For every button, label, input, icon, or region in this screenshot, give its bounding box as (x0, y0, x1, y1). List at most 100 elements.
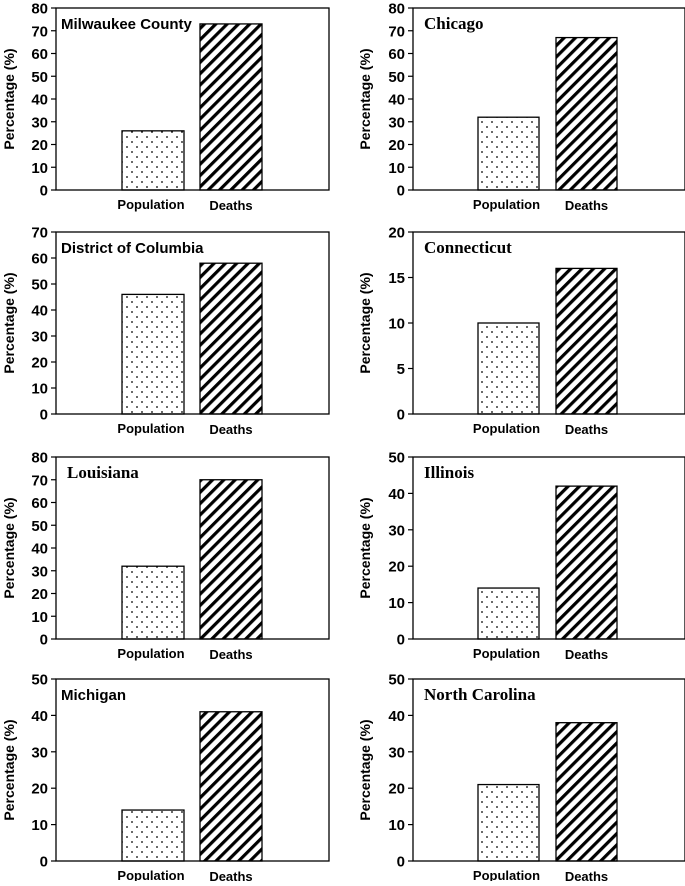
chart-3-plot-frame (55, 231, 330, 415)
chart-6-ytick-label: 0 (397, 632, 405, 649)
chart-4-ytick-label: 0 (397, 407, 405, 424)
chart-3-ytick-label: 30 (31, 329, 48, 346)
chart-4-bar-population (477, 322, 540, 415)
chart-4-plot-frame (412, 231, 685, 415)
chart-1-xlabel-population: Population (117, 197, 184, 212)
chart-2-ytick-label: 60 (388, 46, 405, 63)
chart-7-plot-frame (55, 678, 330, 862)
chart-8-ytick-label: 50 (388, 672, 405, 689)
chart-3-ytick-label: 10 (31, 381, 48, 398)
chart-6-ytick-label: 20 (388, 559, 405, 576)
chart-6-ytick-label: 40 (388, 486, 405, 503)
chart-8-plot-frame (412, 678, 685, 862)
chart-1-ytick-label: 0 (40, 183, 48, 200)
chart-6-ylabel: Percentage (%) (357, 497, 373, 598)
chart-6-title: Illinois (424, 463, 474, 482)
chart-4-title: Connecticut (424, 238, 512, 257)
chart-3-xlabel-deaths: Deaths (209, 422, 252, 437)
chart-2-ytick-label: 0 (397, 183, 405, 200)
chart-2-plot-frame (412, 7, 685, 191)
chart-4-ytick-label: 5 (397, 361, 405, 378)
chart-6-xlabel-deaths: Deaths (565, 647, 608, 662)
chart-6-plot-frame (412, 456, 685, 640)
chart-5-ytick-label: 20 (31, 586, 48, 603)
chart-4-ytick-label: 15 (388, 270, 405, 287)
chart-3-xlabel-population: Population (117, 421, 184, 436)
chart-5-ytick-label: 0 (40, 632, 48, 649)
chart-7-ytick-label: 30 (31, 744, 48, 761)
chart-6-ytick-label: 10 (388, 595, 405, 612)
chart-7-ytick-label: 0 (40, 854, 48, 871)
chart-4-xlabel-population: Population (473, 421, 540, 436)
chart-2-xlabel-deaths: Deaths (565, 198, 608, 213)
chart-8-xlabel-deaths: Deaths (565, 869, 608, 881)
chart-7-bar-deaths (199, 711, 263, 862)
chart-8-ytick-label: 30 (388, 744, 405, 761)
chart-5-ytick-label: 10 (31, 609, 48, 626)
chart-3-ytick-label: 20 (31, 355, 48, 372)
chart-3-ytick-label: 0 (40, 407, 48, 424)
chart-1-ytick-label: 50 (31, 69, 48, 86)
chart-2-bar-population (477, 116, 540, 191)
chart-1-xlabel-deaths: Deaths (209, 198, 252, 213)
chart-3-title: District of Columbia (61, 240, 204, 257)
chart-1-ylabel: Percentage (%) (1, 48, 17, 149)
chart-2-title: Chicago (424, 14, 484, 33)
chart-5-ytick-label: 80 (31, 450, 48, 467)
chart-2-ytick-label: 20 (388, 137, 405, 154)
chart-3-ytick-label: 50 (31, 277, 48, 294)
chart-8-xlabel-population: Population (473, 868, 540, 881)
chart-2-ytick-label: 30 (388, 114, 405, 131)
chart-5-ytick-label: 60 (31, 495, 48, 512)
chart-4-bar-deaths (555, 267, 618, 415)
chart-7-xlabel-population: Population (117, 868, 184, 881)
chart-5-title: Louisiana (67, 463, 139, 482)
chart-2-xlabel-population: Population (473, 197, 540, 212)
chart-8-ytick-label: 40 (388, 708, 405, 725)
chart-8-bar-population (477, 783, 540, 862)
chart-6-ytick-label: 50 (388, 450, 405, 467)
chart-8-ytick-label: 10 (388, 817, 405, 834)
chart-1-ytick-label: 40 (31, 92, 48, 109)
chart-6-ytick-label: 30 (388, 522, 405, 539)
chart-5-xlabel-population: Population (117, 646, 184, 661)
chart-5-plot-frame (55, 456, 330, 640)
chart-2-ytick-label: 70 (388, 23, 405, 40)
chart-1-bar-population (121, 130, 185, 191)
chart-7-ytick-label: 10 (31, 817, 48, 834)
chart-3-bar-population (121, 293, 185, 415)
chart-2-ytick-label: 10 (388, 160, 405, 177)
chart-4-ytick-label: 20 (388, 225, 405, 242)
chart-1-ytick-label: 30 (31, 114, 48, 131)
chart-6-bar-deaths (555, 485, 618, 640)
chart-8-bar-deaths (555, 722, 618, 862)
chart-4-ytick-label: 10 (388, 316, 405, 333)
chart-2-bar-deaths (555, 36, 618, 191)
chart-1-ytick-label: 60 (31, 46, 48, 63)
chart-6-bar-population (477, 587, 540, 640)
chart-7-title: Michigan (61, 687, 126, 704)
chart-4-xlabel-deaths: Deaths (565, 422, 608, 437)
chart-8-ylabel: Percentage (%) (357, 719, 373, 820)
chart-5-ytick-label: 40 (31, 541, 48, 558)
chart-6-xlabel-population: Population (473, 646, 540, 661)
chart-2-ytick-label: 40 (388, 92, 405, 109)
chart-5-xlabel-deaths: Deaths (209, 647, 252, 662)
chart-7-xlabel-deaths: Deaths (209, 869, 252, 881)
chart-2-ytick-label: 50 (388, 69, 405, 86)
chart-1-plot-frame (55, 7, 330, 191)
chart-1-ytick-label: 80 (31, 1, 48, 18)
chart-5-bar-deaths (199, 479, 263, 640)
chart-7-bar-population (121, 809, 185, 862)
chart-2-ytick-label: 80 (388, 1, 405, 18)
chart-1-ytick-label: 20 (31, 137, 48, 154)
chart-5-ylabel: Percentage (%) (1, 497, 17, 598)
chart-7-ytick-label: 20 (31, 781, 48, 798)
chart-1-title: Milwaukee County (61, 16, 193, 33)
chart-1-ytick-label: 10 (31, 160, 48, 177)
chart-7-ylabel: Percentage (%) (1, 719, 17, 820)
chart-7-ytick-label: 50 (31, 672, 48, 689)
chart-5-ytick-label: 50 (31, 518, 48, 535)
